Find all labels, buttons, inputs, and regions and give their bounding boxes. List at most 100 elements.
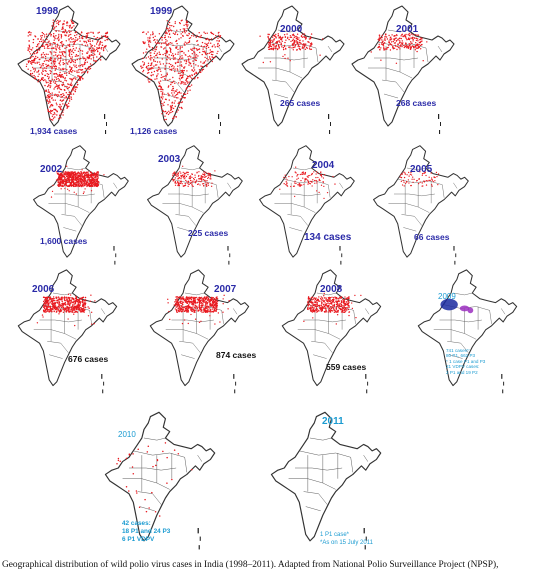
case-dot [63, 181, 65, 183]
case-dot [295, 166, 297, 168]
case-dot [69, 174, 72, 176]
case-dot [46, 302, 48, 305]
case-dot [189, 302, 191, 304]
case-dot [188, 81, 190, 83]
state-border [180, 167, 200, 171]
case-dot [53, 306, 55, 308]
case-dot [293, 185, 296, 187]
case-dot [37, 56, 39, 59]
case-dot [178, 305, 181, 308]
case-dot [170, 82, 172, 84]
case-dot [330, 306, 332, 308]
case-dot [347, 303, 350, 305]
year-label: 2006 [32, 284, 55, 295]
case-dot [73, 185, 75, 188]
case-dot [48, 33, 50, 35]
case-dot [169, 69, 171, 71]
case-dot [214, 300, 216, 302]
case-dot [203, 176, 206, 178]
case-dot [100, 55, 102, 57]
case-dot [204, 303, 207, 305]
case-dot [63, 309, 65, 312]
case-dot [177, 298, 179, 300]
case-dot [177, 307, 179, 309]
case-dot [157, 42, 159, 44]
case-dot [36, 43, 39, 46]
case-dot [309, 45, 311, 47]
andaman-islands [218, 114, 220, 119]
case-dot [312, 179, 314, 181]
case-dot [178, 102, 181, 104]
case-dot [93, 179, 95, 181]
case-dot [169, 78, 171, 81]
case-dot [383, 46, 385, 48]
case-dot [347, 304, 350, 307]
case-dot [311, 306, 313, 308]
case-dot [174, 177, 176, 179]
case-dot [49, 297, 51, 300]
case-dot [299, 184, 302, 187]
case-dot [36, 48, 38, 51]
case-dot [61, 300, 63, 302]
case-dot [176, 111, 178, 113]
case-dot [167, 44, 169, 46]
year-label: 2008 [320, 284, 343, 295]
case-dot [177, 53, 179, 55]
case-dot [215, 34, 217, 37]
case-dot [93, 177, 95, 180]
case-dot [79, 40, 81, 42]
case-dot [318, 304, 320, 307]
india-map-2000 [241, 5, 345, 134]
case-dot [142, 52, 145, 54]
case-dot [80, 182, 83, 185]
case-dot [47, 102, 50, 104]
case-dot [52, 308, 54, 311]
case-dot [177, 181, 179, 183]
case-dot [196, 305, 198, 307]
case-dot [189, 74, 191, 77]
case-dot [348, 301, 350, 303]
case-dot [411, 178, 413, 180]
case-dot [421, 182, 423, 184]
case-dot [91, 176, 93, 178]
case-dot [163, 93, 165, 95]
case-dot [183, 319, 186, 321]
case-dot [330, 310, 332, 312]
case-dot [97, 174, 100, 176]
case-dot [408, 34, 411, 36]
case-dot [182, 74, 184, 76]
case-dot [54, 300, 56, 302]
case-dot [71, 21, 73, 23]
case-dot [53, 298, 55, 300]
case-dot [378, 37, 380, 39]
case-dot [46, 73, 48, 75]
case-dot [55, 47, 57, 49]
case-dot [162, 450, 164, 453]
case-dot [172, 85, 174, 88]
case-dot [345, 303, 347, 306]
case-dot [153, 56, 155, 58]
case-dot [51, 310, 53, 313]
case-dot [54, 61, 57, 63]
case-dot [309, 174, 311, 177]
case-dot [180, 37, 182, 39]
case-dot [421, 43, 423, 46]
case-dot [415, 37, 417, 40]
case-dot [74, 182, 76, 184]
case-dot [68, 39, 70, 41]
case-dot [292, 34, 294, 36]
case-dot [54, 69, 56, 72]
case-dot [203, 184, 205, 187]
case-dot [269, 41, 272, 43]
case-dot [286, 184, 288, 187]
state-border [327, 45, 333, 53]
case-dot [401, 40, 403, 42]
case-dot [62, 68, 65, 71]
case-dot [189, 37, 192, 39]
year-label: 2003 [158, 154, 181, 165]
case-dot [268, 46, 270, 48]
case-dot [75, 310, 78, 313]
case-dot [51, 97, 53, 100]
case-dot [274, 46, 276, 48]
case-dot [90, 183, 93, 185]
